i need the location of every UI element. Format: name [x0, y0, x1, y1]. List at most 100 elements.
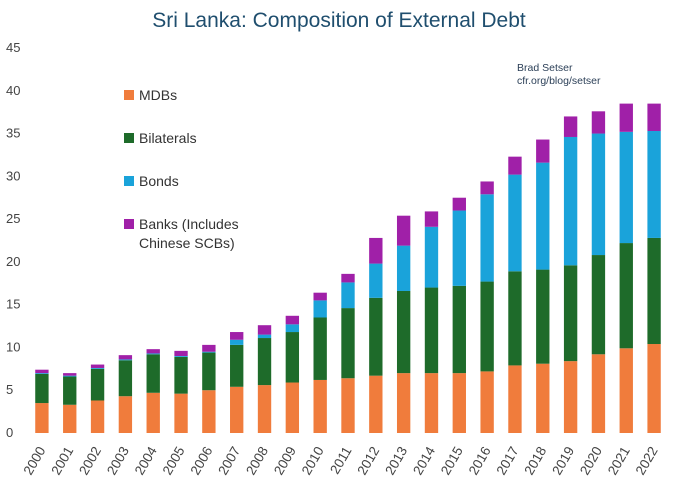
bar-segment-bilaterals-2011 [341, 308, 355, 379]
bar-segment-bilaterals-2019 [563, 265, 578, 362]
bar-segment-mdbs-2014 [424, 373, 439, 433]
bar-segment-banks-2020 [591, 111, 606, 134]
bar-segment-bilaterals-2005 [174, 356, 188, 394]
x-tick-label: 2006 [187, 444, 215, 478]
x-tick-label: 2012 [354, 444, 382, 478]
bar-segment-mdbs-2019 [563, 361, 578, 433]
chart-title: Sri Lanka: Composition of External Debt [152, 9, 526, 32]
bar-segment-banks-2009 [285, 315, 300, 325]
x-tick-label: 2003 [104, 444, 132, 478]
legend-label: Banks (Includes [139, 216, 239, 232]
bar-segment-bonds-2006 [202, 351, 216, 353]
bar-segment-banks-2011 [341, 273, 355, 283]
bar-segment-bilaterals-2010 [313, 317, 327, 380]
bar-segment-banks-2002 [90, 364, 105, 368]
y-axis: 0 5 10 15 20 25 30 35 40 45 [6, 40, 20, 440]
legend-swatch [124, 133, 134, 143]
x-tick-label: 2007 [215, 444, 243, 478]
bar-segment-mdbs-2016 [480, 371, 494, 433]
bar-segment-banks-2010 [313, 292, 327, 301]
bar-segment-mdbs-2000 [35, 403, 49, 433]
bar-segment-mdbs-2001 [63, 404, 77, 433]
bar-segment-bilaterals-2006 [202, 352, 216, 391]
bar-segment-mdbs-2010 [313, 379, 327, 433]
bar-segment-mdbs-2013 [396, 373, 411, 433]
x-tick-label: 2010 [299, 444, 327, 478]
bar-segment-mdbs-2015 [452, 373, 466, 433]
y-tick-label: 25 [6, 211, 20, 226]
bar-segment-mdbs-2018 [536, 363, 550, 433]
x-tick-label: 2014 [410, 444, 438, 478]
bar-segment-bonds-2004 [146, 353, 160, 355]
bar-segment-mdbs-2012 [369, 375, 383, 433]
bar-segment-banks-2012 [369, 237, 383, 264]
bar-segment-bonds-2021 [619, 131, 633, 244]
legend-swatch [124, 219, 134, 229]
bar-segment-banks-2000 [35, 369, 49, 374]
x-tick-label: 2021 [605, 444, 633, 478]
legend-label: Chinese SCBs) [139, 235, 235, 251]
bar-segment-bonds-2007 [230, 339, 244, 345]
x-tick-label: 2002 [76, 444, 104, 478]
x-tick-label: 2015 [438, 444, 466, 478]
bar-segment-bonds-2009 [285, 324, 300, 333]
x-tick-label: 2022 [633, 444, 661, 478]
bar-segment-bilaterals-2020 [591, 255, 606, 355]
bar-segment-mdbs-2017 [508, 365, 522, 433]
bar-segment-bilaterals-2012 [369, 297, 383, 376]
legend-label: MDBs [139, 87, 177, 103]
bar-segment-banks-2008 [257, 325, 272, 335]
bar-segment-mdbs-2011 [341, 378, 355, 433]
y-tick-label: 45 [6, 40, 20, 55]
x-tick-label: 2019 [549, 444, 577, 478]
bar-segment-banks-2021 [619, 103, 633, 132]
credit-author: Brad Setser [517, 62, 573, 74]
bar-segment-mdbs-2006 [202, 390, 216, 433]
legend-swatch [124, 90, 134, 100]
y-tick-label: 15 [6, 297, 20, 312]
bar-segment-mdbs-2005 [174, 393, 188, 433]
bar-segment-bilaterals-2004 [146, 354, 160, 393]
bar-segment-bonds-2020 [591, 133, 606, 256]
bar-segment-banks-2015 [452, 197, 466, 211]
bar-segment-mdbs-2003 [118, 396, 133, 433]
x-tick-label: 2009 [271, 444, 299, 478]
x-tick-label: 2001 [48, 444, 76, 478]
bar-segment-bilaterals-2008 [257, 338, 272, 386]
bar-segment-bilaterals-2016 [480, 281, 494, 372]
bar-segment-bilaterals-2022 [647, 237, 661, 345]
x-tick-label: 2018 [521, 444, 549, 478]
bar-segment-banks-2001 [63, 373, 77, 376]
y-tick-label: 5 [6, 382, 13, 397]
bar-segment-banks-2014 [424, 211, 439, 227]
bar-segment-bonds-2010 [313, 300, 327, 318]
bar-segment-banks-2013 [396, 215, 411, 246]
y-tick-label: 10 [6, 339, 20, 354]
bar-segment-banks-2017 [508, 156, 522, 175]
bar-segment-mdbs-2021 [619, 348, 633, 433]
x-tick-label: 2011 [327, 444, 355, 477]
legend-swatch [124, 176, 134, 186]
x-tick-label: 2008 [243, 444, 271, 478]
bar-segment-mdbs-2020 [591, 354, 606, 433]
bar-segment-banks-2005 [174, 350, 188, 356]
bar-segment-banks-2007 [230, 332, 244, 340]
x-tick-label: 2005 [160, 444, 188, 478]
bar-segment-mdbs-2008 [257, 385, 272, 433]
bar-segment-bonds-2005 [174, 356, 188, 357]
bar-segment-bonds-2002 [90, 367, 105, 369]
bar-segment-bonds-2012 [369, 263, 383, 298]
x-tick-label: 2000 [20, 444, 48, 478]
x-tick-label: 2017 [494, 444, 522, 478]
bar-segment-bilaterals-2003 [118, 360, 133, 397]
bar-segment-bonds-2011 [341, 282, 355, 309]
y-tick-label: 35 [6, 126, 20, 141]
bar-segment-mdbs-2009 [285, 382, 300, 433]
bar-segment-bonds-2001 [63, 375, 77, 377]
bar-segment-bilaterals-2009 [285, 332, 300, 383]
bar-segment-bonds-2014 [424, 226, 439, 288]
bar-segment-banks-2019 [563, 116, 578, 137]
bar-segment-mdbs-2002 [90, 400, 105, 433]
bar-segment-bilaterals-2015 [452, 285, 466, 374]
